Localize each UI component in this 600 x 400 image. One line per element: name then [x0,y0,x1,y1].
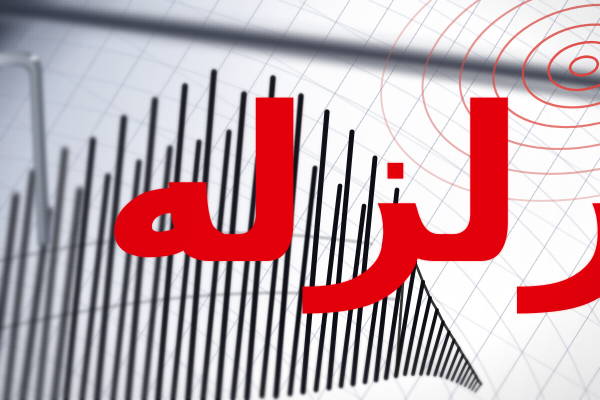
headline-text: زلزله [100,52,600,322]
headline-overlay: زلزله [100,58,600,328]
